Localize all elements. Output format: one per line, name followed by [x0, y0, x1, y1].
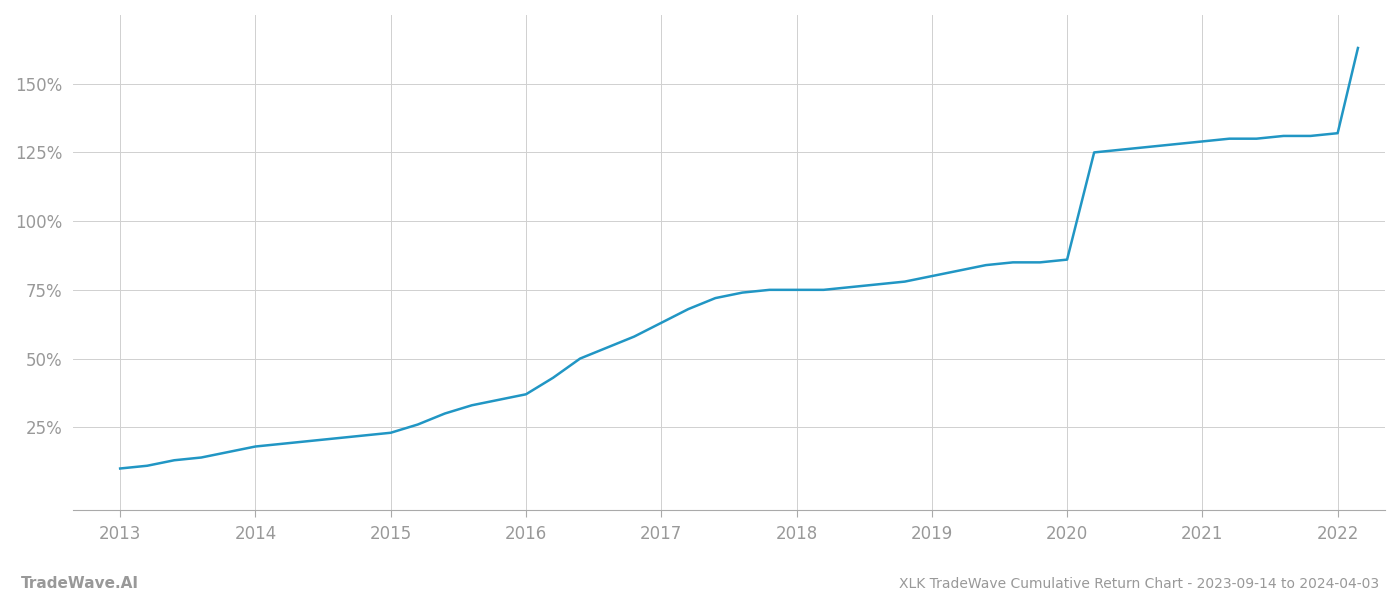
Text: TradeWave.AI: TradeWave.AI: [21, 576, 139, 591]
Text: XLK TradeWave Cumulative Return Chart - 2023-09-14 to 2024-04-03: XLK TradeWave Cumulative Return Chart - …: [899, 577, 1379, 591]
